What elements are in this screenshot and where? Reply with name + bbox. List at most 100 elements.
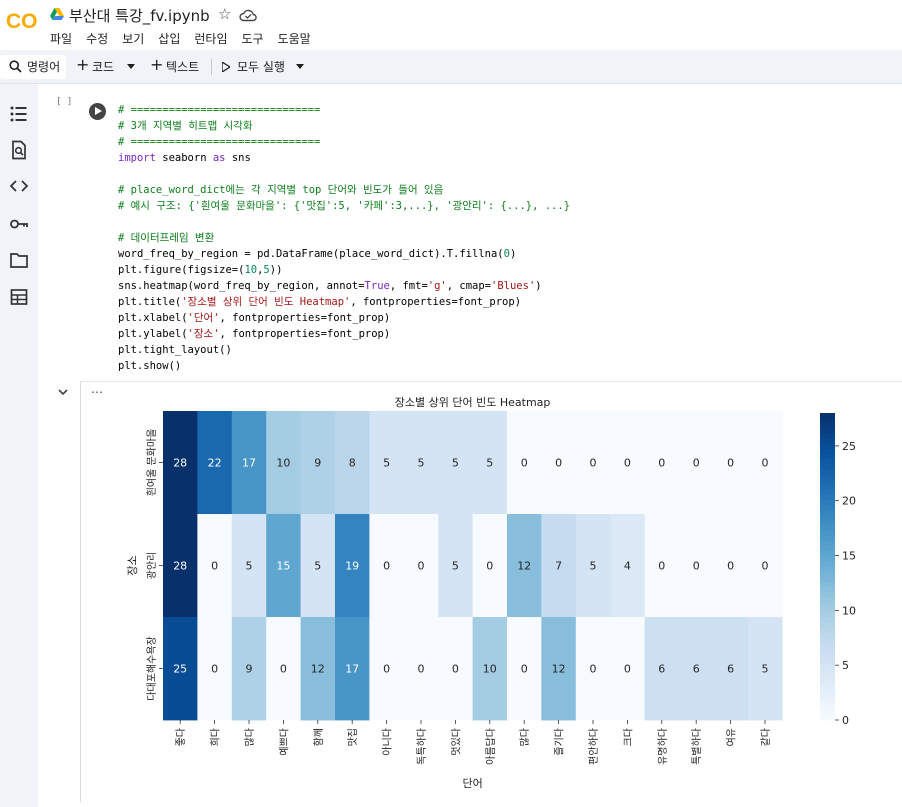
cell-annotation: 28	[173, 457, 187, 470]
x-tick-label: 편안하다	[587, 728, 600, 765]
cell-annotation: 5	[452, 457, 459, 470]
play-icon[interactable]	[222, 62, 230, 72]
chevron-down-icon[interactable]	[127, 64, 135, 69]
cell-annotation: 0	[658, 457, 665, 470]
colorbar-segment	[820, 561, 835, 567]
cell-annotation: 6	[658, 663, 665, 676]
colorbar-segment	[820, 505, 835, 511]
output-more-actions-icon[interactable]: ⋯	[91, 385, 104, 399]
menu-tools[interactable]: 도구	[241, 32, 264, 46]
code-token: plt.show()	[118, 360, 182, 372]
code-token: seaborn	[155, 152, 213, 164]
drive-icon[interactable]	[50, 8, 64, 20]
x-tick-label: 특별하다	[690, 728, 703, 765]
menu-edit[interactable]: 수정	[86, 32, 109, 46]
cell-annotation: 5	[486, 457, 493, 470]
cell-annotation: 12	[517, 560, 531, 573]
colorbar-segment	[820, 602, 835, 608]
heatmap-cell	[197, 514, 233, 618]
menu-file[interactable]: 파일	[50, 32, 73, 46]
table-icon[interactable]	[9, 287, 29, 307]
menu-runtime[interactable]: 런타임	[194, 32, 228, 46]
code-token: # place_word_dict에는 각 지역별 top 단어와 빈도가 들어…	[118, 184, 444, 196]
code-token: )	[509, 248, 517, 260]
code-token: '장소별 상위 단어 빈도 Heatmap'	[181, 296, 351, 308]
cloud-saved-icon[interactable]	[239, 8, 257, 22]
heatmap-cell	[472, 411, 508, 515]
menu-help[interactable]: 도움말	[277, 32, 311, 46]
heatmap-cell	[644, 411, 680, 515]
heatmap-cell	[747, 514, 783, 618]
cell-annotation: 0	[211, 663, 218, 676]
x-tick-label: 멋있다	[450, 728, 462, 756]
cell-annotation: 0	[762, 560, 769, 573]
colorbar-segment	[820, 530, 835, 537]
heatmap-cell	[369, 617, 405, 721]
heatmap-cell	[335, 514, 370, 618]
add-code-button[interactable]: 코드	[92, 60, 115, 74]
heatmap-cell	[507, 411, 542, 515]
cell-annotation: 0	[383, 560, 390, 573]
cell-annotation: 0	[418, 560, 425, 573]
colorbar-segment	[820, 525, 835, 532]
colorbar-segment	[820, 499, 835, 506]
colorbar-segment	[820, 643, 835, 649]
cell-annotation: 0	[211, 560, 218, 573]
code-token: plt.figure(figsize=(	[118, 264, 245, 276]
cell-annotation: 0	[452, 663, 459, 676]
add-text-plus-icon[interactable]: +	[150, 55, 164, 74]
colab-logo[interactable]: CO	[6, 8, 40, 32]
colorbar-segment	[820, 673, 835, 680]
colorbar-segment	[820, 648, 835, 654]
code-snippets-icon[interactable]	[9, 176, 29, 196]
heatmap-cell	[713, 411, 749, 515]
cell-annotation: 0	[486, 560, 493, 573]
run-all-button[interactable]: 모두 실행	[237, 60, 285, 74]
colorbar-segment	[820, 714, 835, 721]
heatmap-cell	[369, 411, 405, 515]
cell-annotation: 22	[208, 457, 222, 470]
notebook-title[interactable]: 부산대 특강_fv.ipynb	[69, 7, 210, 25]
cell-annotation: 0	[762, 457, 769, 470]
code-line: word_freq_by_region = pd.DataFrame(place…	[118, 246, 570, 262]
add-code-plus-icon[interactable]: +	[76, 55, 90, 74]
heatmap-cell	[541, 617, 577, 721]
cell-annotation: 10	[483, 663, 497, 676]
heatmap-cell	[472, 617, 508, 721]
run-all-chevron-down-icon[interactable]	[296, 64, 304, 69]
run-cell-button[interactable]	[89, 103, 106, 120]
left-sidebar	[0, 84, 38, 807]
colorbar-segment	[820, 571, 835, 578]
heatmap-cell	[679, 411, 714, 515]
heatmap-cell	[472, 514, 508, 618]
add-text-button[interactable]: 텍스트	[166, 60, 200, 74]
secrets-key-icon[interactable]	[9, 214, 29, 234]
x-tick-label: 즐기다	[554, 728, 566, 756]
colorbar-tick-label: 10	[842, 604, 856, 617]
menu-view[interactable]: 보기	[122, 32, 145, 46]
code-token: import	[118, 152, 156, 164]
cell-annotation: 5	[314, 560, 321, 573]
colorbar-segment	[820, 438, 835, 445]
cell-annotation: 7	[555, 560, 562, 573]
x-tick-label: 많다	[519, 728, 531, 746]
cell-annotation: 28	[173, 560, 187, 573]
collapse-output-chevron-icon[interactable]	[57, 386, 69, 398]
star-icon[interactable]: ☆	[218, 5, 232, 23]
menu-insert[interactable]: 삽입	[158, 32, 181, 46]
code-line: import seaborn as sns	[118, 150, 570, 166]
heatmap-cell	[644, 617, 680, 721]
heatmap-cell	[679, 514, 714, 618]
cell-annotation: 5	[452, 560, 459, 573]
code-token: # 데이터프레임 변환	[118, 232, 215, 244]
folder-icon[interactable]	[9, 250, 29, 270]
x-tick-label: 맛집	[347, 728, 359, 746]
heatmap-cell	[713, 617, 749, 721]
code-editor[interactable]: # ============================== # 3개 지역별…	[118, 102, 570, 374]
heatmap-cell	[266, 514, 301, 618]
find-icon[interactable]	[9, 140, 29, 160]
heatmap-cell	[300, 411, 336, 515]
toc-icon[interactable]	[9, 104, 29, 124]
code-line: plt.show()	[118, 358, 570, 374]
code-token: # ==============================	[118, 104, 321, 116]
